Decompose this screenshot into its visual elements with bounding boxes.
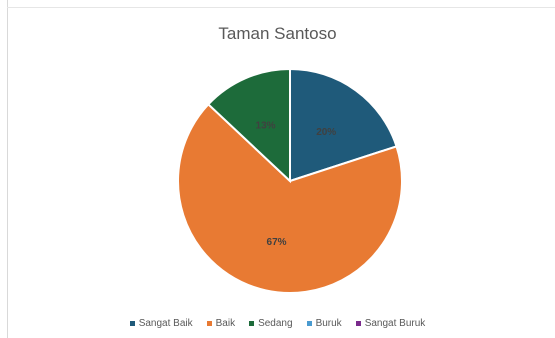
legend-item-sangat-buruk: Sangat Buruk <box>355 318 426 329</box>
legend-item-sedang: Sedang <box>249 318 293 329</box>
legend-swatch <box>249 321 255 326</box>
legend-label: Baik <box>215 318 236 329</box>
data-label-sedang: 13% <box>256 120 276 131</box>
data-label-sangat-baik: 20% <box>316 127 336 138</box>
legend-swatch <box>306 321 312 326</box>
data-label-baik: 67% <box>267 237 287 248</box>
legend-swatch <box>206 321 212 326</box>
chart-title: Taman Santoso <box>218 24 337 43</box>
legend-item-sangat-baik: Sangat Baik <box>129 318 193 329</box>
legend-item-buruk: Buruk <box>306 318 342 329</box>
frame-border-left <box>7 0 8 338</box>
legend-label: Sedang <box>258 318 293 329</box>
legend-swatch <box>129 321 135 326</box>
legend-label: Sangat Baik <box>138 318 193 329</box>
legend-swatch <box>355 321 361 326</box>
frame-border-top <box>7 7 555 8</box>
legend-label: Buruk <box>315 318 342 329</box>
legend-item-baik: Baik <box>206 318 236 329</box>
pie-slice-sedang <box>206 67 291 184</box>
legend-label: Sangat Buruk <box>364 318 426 329</box>
chart-legend: Sangat Baik Baik Sedang Buruk Sangat Buruk <box>0 318 555 329</box>
pie-slice-baik <box>177 102 403 294</box>
pie-slice-sangat-baik <box>289 67 398 183</box>
